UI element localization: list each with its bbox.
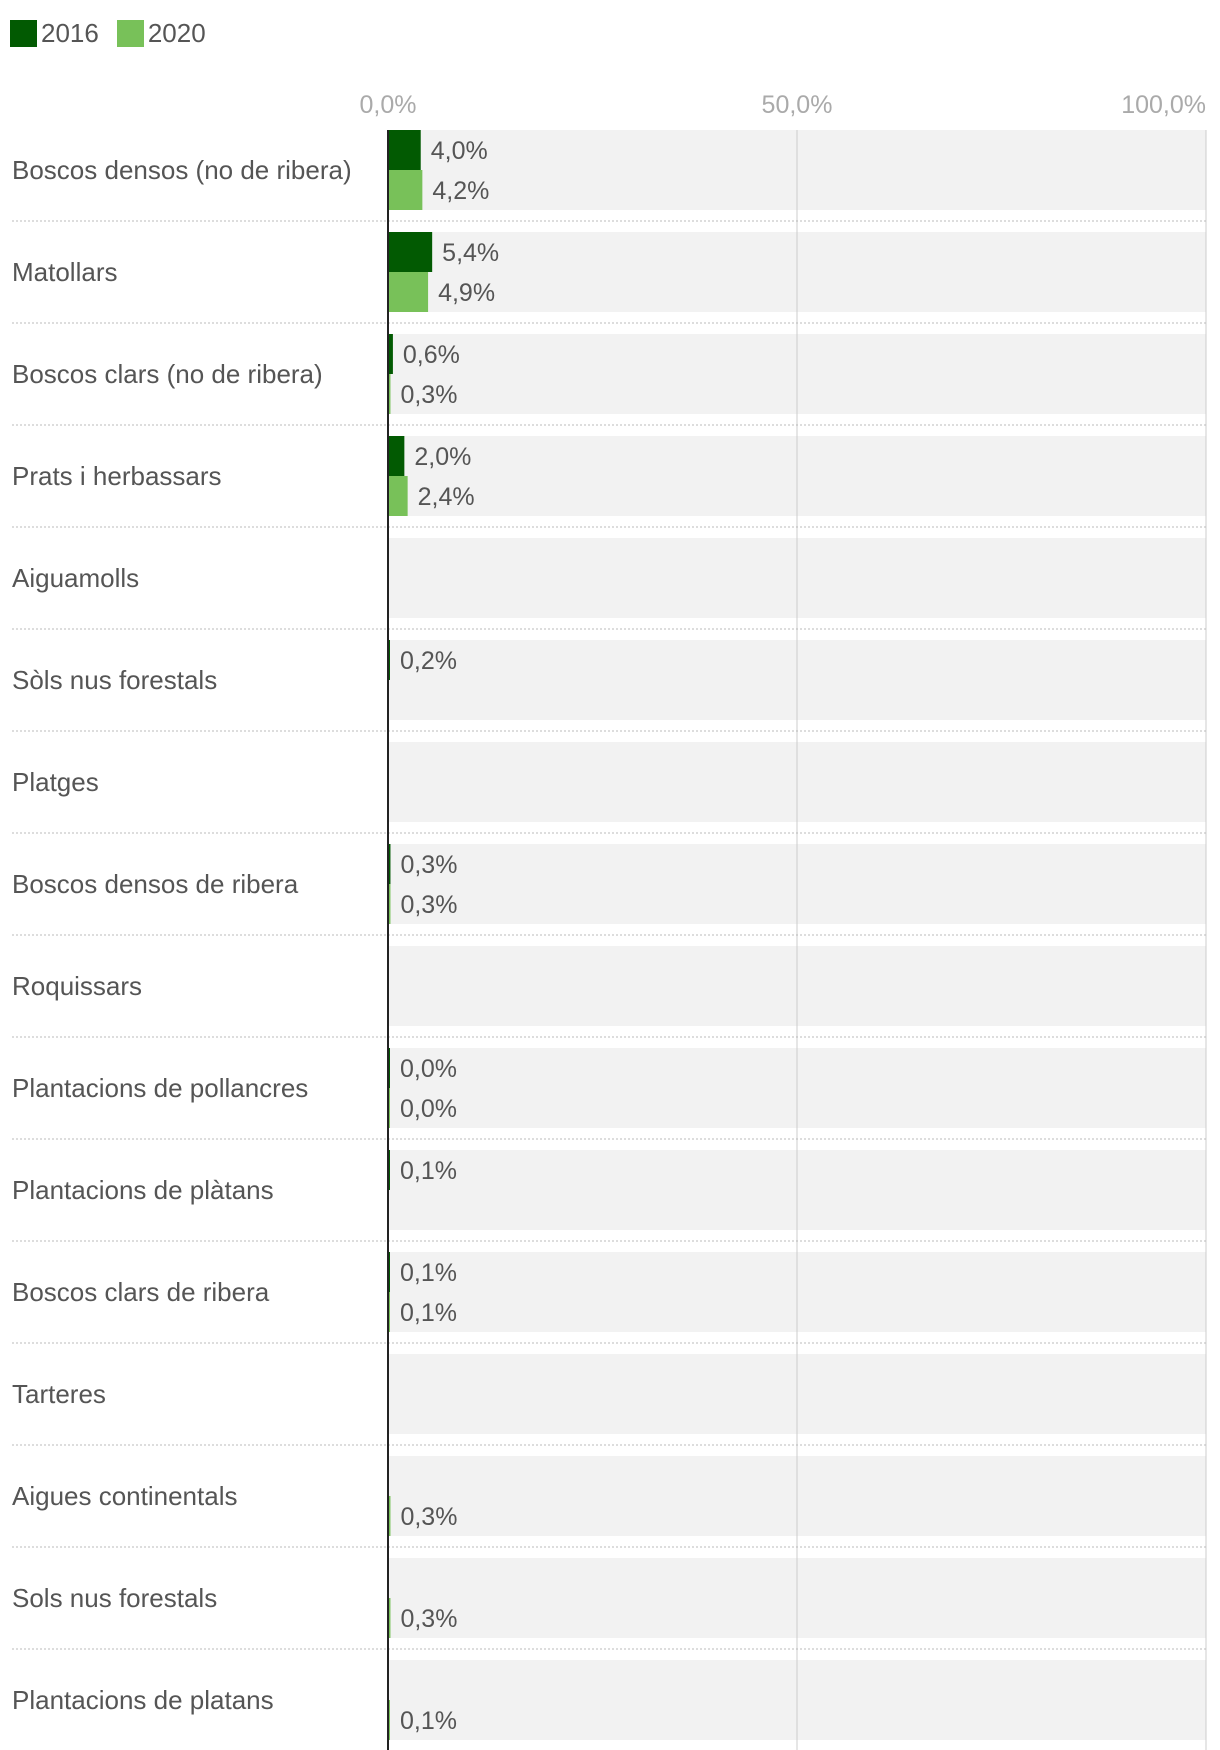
bar-2016-matollars — [388, 232, 433, 272]
bar-2020-prats-i-herbassars — [388, 476, 408, 516]
legend-label-2020: 2020 — [147, 18, 206, 48]
bar-2020-boscos-clars-no-de-ribera — [388, 374, 391, 414]
data-label-2016-plantacions-de-pollancres: 0,0% — [400, 1055, 457, 1083]
data-label-2020-plantacions-de-pollancres: 0,0% — [400, 1095, 457, 1123]
bar-2020-matollars — [388, 272, 429, 312]
category-label-plantacions-de-platans: Plantacions de platans — [12, 1685, 274, 1715]
data-label-2016-matollars: 5,4% — [442, 239, 499, 267]
data-label-2020-boscos-clars-no-de-ribera: 0,3% — [400, 381, 457, 409]
legend-item-2016[interactable]: 2016 — [10, 18, 99, 49]
legend-swatch-2020 — [116, 20, 144, 47]
data-label-2020-boscos-densos-no-de-ribera: 4,2% — [432, 177, 489, 205]
category-label-matollars: Matollars — [12, 257, 117, 287]
data-label-2016-prats-i-herbassars: 2,0% — [414, 443, 471, 471]
category-label-tarteres: Tarteres — [12, 1379, 106, 1409]
category-label-plantacions-de-pollancres: Plantacions de pollancres — [12, 1073, 308, 1103]
bar-2016-boscos-clars-no-de-ribera — [388, 334, 393, 374]
category-label-aiguamolls: Aiguamolls — [12, 563, 139, 593]
category-label-boscos-clars-no-de-ribera: Boscos clars (no de ribera) — [12, 359, 323, 389]
bar-2016-boscos-densos-de-ribera — [388, 844, 391, 884]
bar-2020-boscos-densos-no-de-ribera — [388, 170, 423, 210]
bar-2020-boscos-densos-de-ribera — [388, 884, 391, 924]
category-label-boscos-densos-de-ribera: Boscos densos de ribera — [12, 869, 299, 899]
bar-2020-aigues-continentals — [388, 1496, 391, 1536]
data-label-2020-matollars: 4,9% — [438, 279, 495, 307]
category-label-prats-i-herbassars: Prats i herbassars — [12, 461, 222, 491]
bar-2020-sols-nus-forestals — [388, 1598, 391, 1638]
category-label-platges: Platges — [12, 767, 99, 797]
tick-label-0: 0,0% — [360, 91, 417, 119]
category-label-plantacions-de-platans: Plantacions de plàtans — [12, 1175, 274, 1205]
data-label-2020-plantacions-de-platans: 0,1% — [400, 1707, 457, 1735]
category-label-boscos-clars-de-ribera: Boscos clars de ribera — [12, 1277, 270, 1307]
data-label-2016-boscos-clars-no-de-ribera: 0,6% — [403, 341, 460, 369]
tick-label-1: 50,0% — [762, 91, 833, 119]
data-label-2020-boscos-densos-de-ribera: 0,3% — [400, 891, 457, 919]
legend-label-2016: 2016 — [41, 18, 99, 48]
category-label-sols-nus-forestals: Sols nus forestals — [12, 1583, 217, 1613]
data-label-2020-aigues-continentals: 0,3% — [400, 1503, 457, 1531]
data-label-2016-boscos-densos-de-ribera: 0,3% — [400, 851, 457, 879]
data-label-2016-sols-nus-forestals: 0,2% — [400, 647, 457, 675]
bar-2016-prats-i-herbassars — [388, 436, 405, 476]
data-label-2016-boscos-densos-no-de-ribera: 4,0% — [431, 137, 488, 165]
legend: 2016 2020 — [10, 18, 206, 49]
data-label-2020-prats-i-herbassars: 2,4% — [418, 483, 475, 511]
data-label-2020-boscos-clars-de-ribera: 0,1% — [400, 1299, 457, 1327]
category-label-sols-nus-forestals: Sòls nus forestals — [12, 665, 217, 695]
tick-label-2: 100,0% — [1121, 91, 1206, 119]
legend-swatch-2016 — [10, 20, 37, 47]
bar-2016-boscos-densos-no-de-ribera — [388, 130, 421, 170]
data-label-2016-plantacions-de-platans: 0,1% — [400, 1157, 457, 1185]
data-label-2016-boscos-clars-de-ribera: 0,1% — [400, 1259, 457, 1287]
legend-item-2020[interactable]: 2020 — [116, 18, 206, 49]
category-label-boscos-densos-no-de-ribera: Boscos densos (no de ribera) — [12, 155, 352, 185]
category-label-aigues-continentals: Aigues continentals — [12, 1481, 237, 1511]
data-label-2020-sols-nus-forestals: 0,3% — [400, 1605, 457, 1633]
category-label-roquissars: Roquissars — [12, 971, 142, 1001]
